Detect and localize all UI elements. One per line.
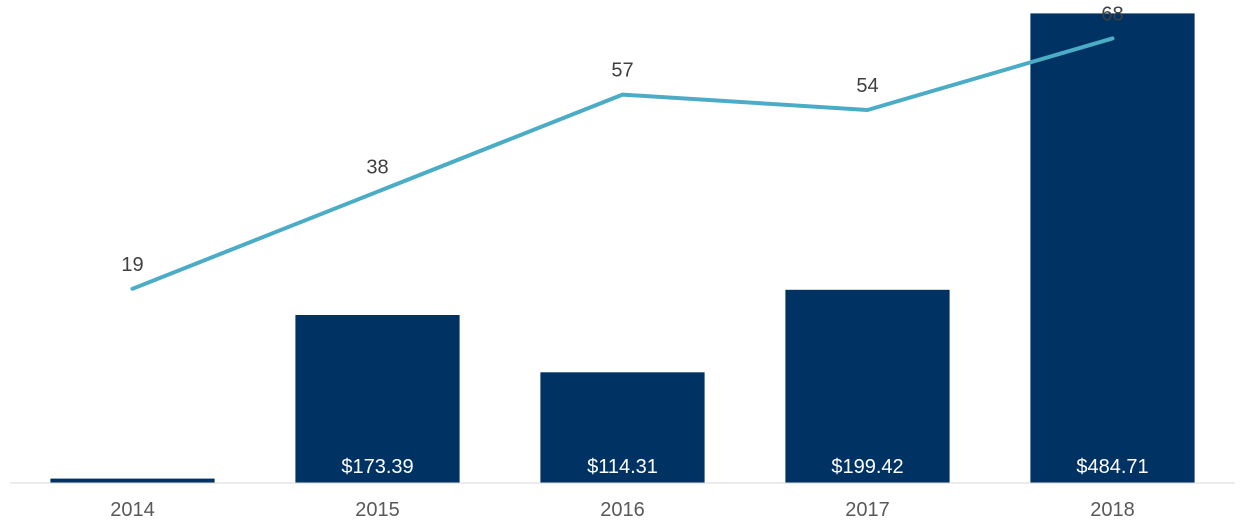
bar-2016 (540, 372, 705, 483)
bar-2017 (785, 289, 950, 483)
x-tick-2015: 2015 (355, 499, 400, 521)
line-label-2015: 38 (366, 157, 388, 179)
bar-label-2016: $114.31 (587, 456, 658, 478)
bar-label-2017: $199.42 (831, 456, 903, 478)
x-tick-2018: 2018 (1090, 499, 1135, 521)
bar-2014 (50, 478, 215, 483)
bar-label-2018: $484.71 (1076, 456, 1148, 478)
line-data-labels: 19 38 57 54 68 (121, 3, 1123, 275)
bar-label-2015: $173.39 (341, 456, 413, 478)
x-axis-tick-labels: 2014 2015 2016 2017 2018 (110, 499, 1135, 521)
x-tick-2014: 2014 (110, 499, 155, 521)
line-series (130, 36, 1115, 291)
bar-2015 (295, 315, 460, 483)
line-label-2017: 54 (856, 75, 878, 97)
bar-2018 (1030, 13, 1195, 484)
x-tick-2016: 2016 (600, 499, 645, 521)
line-label-2016: 57 (611, 60, 633, 82)
line-label-2018: 68 (1101, 3, 1123, 25)
bar-series (50, 13, 1195, 484)
line-label-2014: 19 (121, 254, 143, 276)
bar-data-labels: $173.39 $114.31 $199.42 $484.71 (341, 456, 1148, 478)
x-tick-2017: 2017 (845, 499, 890, 521)
